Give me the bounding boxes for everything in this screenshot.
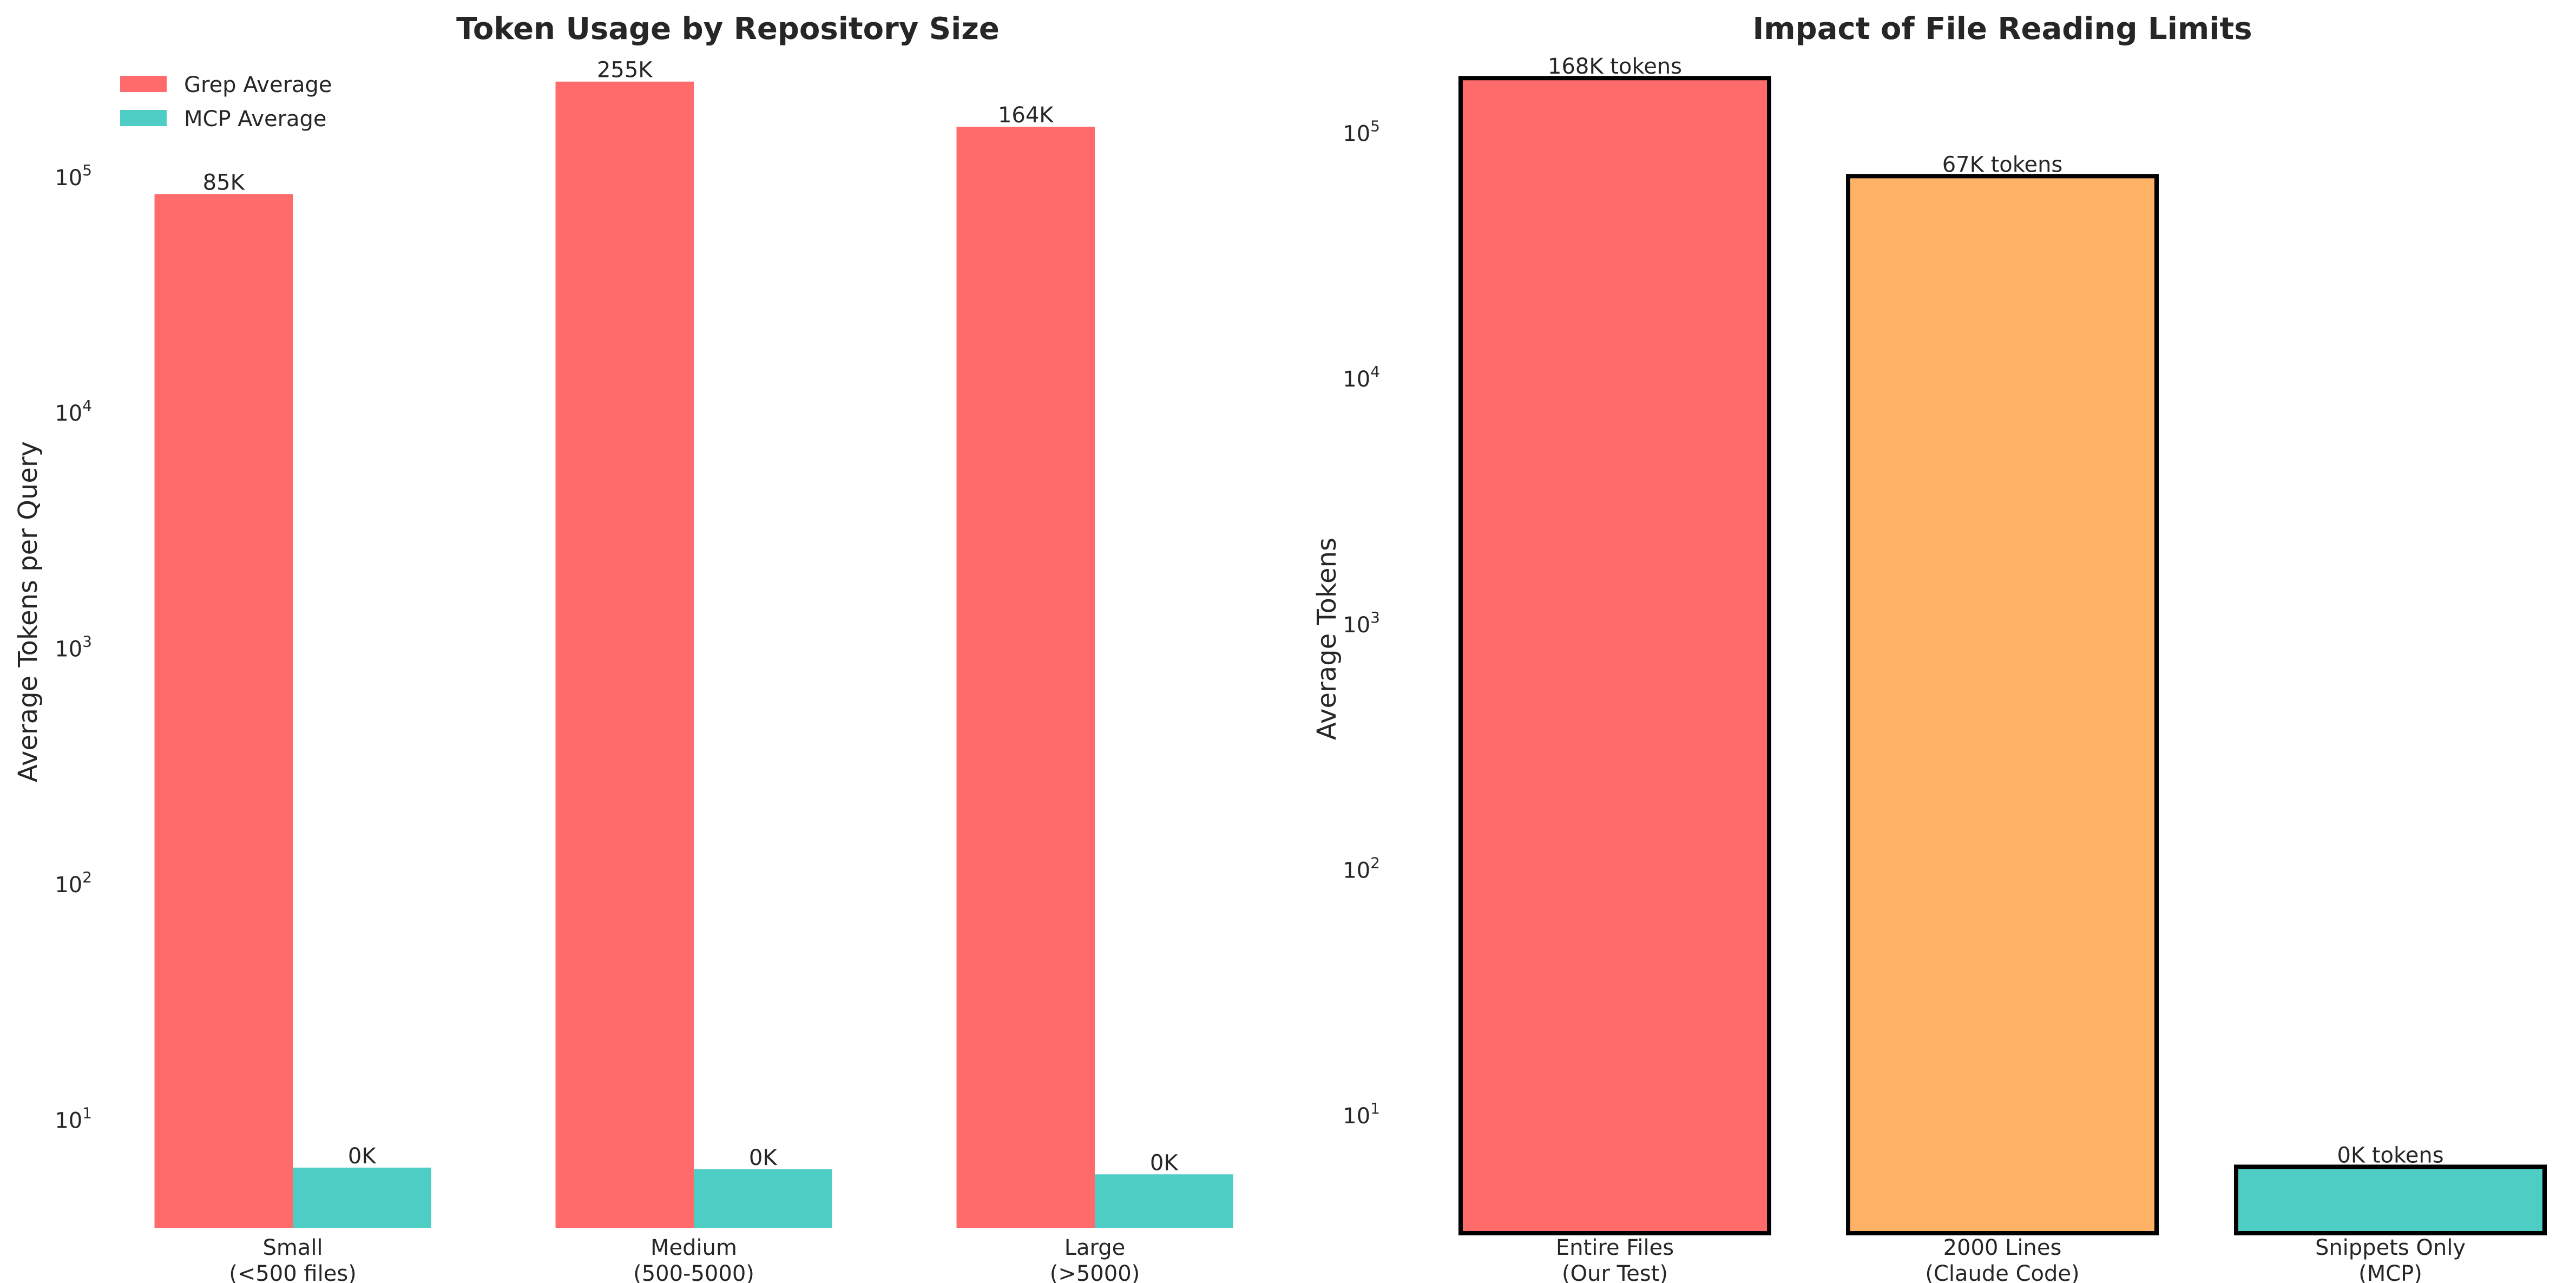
- bar-value-label: 255K: [597, 58, 653, 83]
- chart-left-y-tick-label: 104: [55, 397, 92, 426]
- legend-swatch-mcp: [120, 110, 167, 126]
- bar-mcp: [293, 1167, 431, 1228]
- bar-mcp: [694, 1169, 832, 1228]
- chart-right-title: Impact of File Reading Limits: [1752, 11, 2252, 47]
- chart-right-y-axis-label: Average Tokens: [1312, 538, 1342, 740]
- chart-left-y-axis-label: Average Tokens per Query: [13, 441, 43, 782]
- chart-right-x-tick-label: Entire Files (Our Test): [1556, 1235, 1674, 1283]
- chart-left-title: Token Usage by Repository Size: [456, 11, 1000, 47]
- bar-mcp: [1095, 1174, 1233, 1228]
- chart-right-y-tick-label: 104: [1343, 363, 1380, 392]
- chart-left-x-tick-label: Large (>5000): [1050, 1235, 1140, 1283]
- chart-left-x-tick-label: Medium (500-5000): [633, 1235, 754, 1283]
- bar-2000-lines: [1846, 174, 2159, 1235]
- bar-entire-files: [1458, 76, 1771, 1235]
- legend-label-mcp: MCP Average: [184, 107, 327, 132]
- bar-grep: [154, 194, 293, 1228]
- chart-left: Token Usage by Repository Size Average T…: [13, 11, 1233, 1283]
- bar-grep: [956, 127, 1095, 1228]
- chart-left-y-tick-label: 102: [55, 868, 92, 898]
- bar-value-label: 168K tokens: [1548, 54, 1682, 79]
- bar-snippets-only: [2234, 1164, 2547, 1236]
- chart-right-y-tick-label: 105: [1343, 117, 1380, 146]
- bar-grep: [555, 81, 694, 1228]
- bar-value-label: 85K: [203, 170, 246, 195]
- bar-value-label: 0K: [1150, 1150, 1179, 1175]
- bar-value-label: 164K: [998, 103, 1054, 128]
- chart-right-x-tick-label: 2000 Lines (Claude Code): [1925, 1235, 2079, 1283]
- chart-left-y-tick-label: 101: [55, 1104, 92, 1133]
- chart-right: Impact of File Reading Limits Average To…: [1312, 11, 2547, 1283]
- chart-right-y-tick-label: 101: [1343, 1099, 1380, 1129]
- legend-label-grep: Grep Average: [184, 73, 332, 97]
- chart-left-legend: Grep Average MCP Average: [120, 73, 332, 132]
- chart-right-y-tick-label: 102: [1343, 854, 1380, 883]
- bar-value-label: 0K tokens: [2337, 1143, 2443, 1168]
- bar-value-label: 0K: [749, 1145, 778, 1170]
- chart-left-y-tick-label: 105: [55, 161, 92, 191]
- chart-right-y-tick-label: 103: [1343, 608, 1380, 638]
- chart-left-y-tick-label: 103: [55, 633, 92, 662]
- bar-value-label: 67K tokens: [1942, 152, 2063, 177]
- legend-swatch-grep: [120, 76, 167, 92]
- bar-value-label: 0K: [348, 1144, 377, 1169]
- chart-right-x-tick-label: Snippets Only (MCP): [2315, 1235, 2466, 1283]
- chart-left-x-tick-label: Small (<500 files): [229, 1235, 357, 1283]
